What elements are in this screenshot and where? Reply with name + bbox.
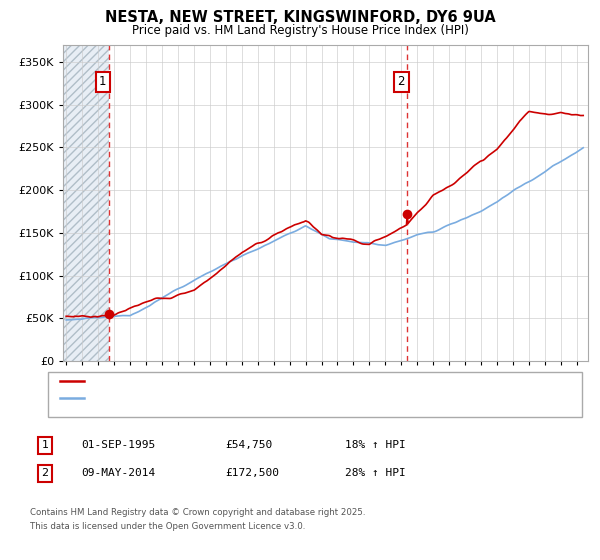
Bar xyxy=(109,45,407,361)
Text: 28% ↑ HPI: 28% ↑ HPI xyxy=(345,468,406,478)
Bar xyxy=(63,45,109,361)
Text: NESTA, NEW STREET, KINGSWINFORD, DY6 9UA (semi-detached house): NESTA, NEW STREET, KINGSWINFORD, DY6 9UA… xyxy=(90,376,461,386)
Bar xyxy=(407,45,588,361)
Text: NESTA, NEW STREET, KINGSWINFORD, DY6 9UA: NESTA, NEW STREET, KINGSWINFORD, DY6 9UA xyxy=(104,10,496,25)
Text: 09-MAY-2014: 09-MAY-2014 xyxy=(81,468,155,478)
Bar xyxy=(63,45,109,361)
Text: HPI: Average price, semi-detached house, Dudley: HPI: Average price, semi-detached house,… xyxy=(90,393,349,403)
Text: 2: 2 xyxy=(41,468,49,478)
Text: Contains HM Land Registry data © Crown copyright and database right 2025.: Contains HM Land Registry data © Crown c… xyxy=(30,508,365,517)
Text: This data is licensed under the Open Government Licence v3.0.: This data is licensed under the Open Gov… xyxy=(30,522,305,531)
Text: Price paid vs. HM Land Registry's House Price Index (HPI): Price paid vs. HM Land Registry's House … xyxy=(131,24,469,37)
Text: £54,750: £54,750 xyxy=(225,440,272,450)
Text: 01-SEP-1995: 01-SEP-1995 xyxy=(81,440,155,450)
Text: 1: 1 xyxy=(41,440,49,450)
Text: 18% ↑ HPI: 18% ↑ HPI xyxy=(345,440,406,450)
Text: £172,500: £172,500 xyxy=(225,468,279,478)
Text: 2: 2 xyxy=(398,75,405,88)
Text: 1: 1 xyxy=(99,75,107,88)
